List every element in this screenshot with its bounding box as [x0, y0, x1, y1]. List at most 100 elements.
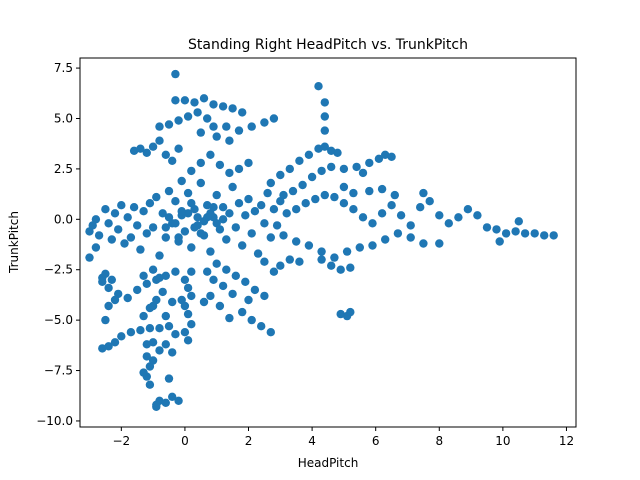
- data-point: [250, 285, 260, 295]
- data-point: [234, 126, 244, 135]
- data-point: [317, 255, 326, 264]
- data-point: [190, 223, 199, 232]
- data-point: [377, 184, 387, 194]
- data-point: [228, 104, 237, 113]
- data-point: [145, 380, 155, 389]
- data-point: [164, 374, 174, 383]
- data-point: [168, 348, 177, 357]
- data-point: [101, 315, 110, 325]
- data-point: [365, 158, 374, 168]
- data-point: [266, 178, 275, 188]
- data-point: [288, 186, 298, 196]
- data-point: [164, 120, 174, 129]
- data-point: [225, 168, 234, 178]
- data-point: [327, 146, 336, 155]
- data-point: [304, 150, 314, 159]
- data-point: [164, 322, 174, 331]
- data-point: [155, 346, 164, 355]
- data-point: [314, 144, 323, 153]
- data-point: [187, 243, 196, 252]
- data-point: [336, 309, 345, 319]
- data-point: [145, 324, 155, 333]
- data-point: [196, 178, 205, 188]
- data-point: [183, 283, 193, 293]
- data-point: [129, 203, 139, 212]
- data-point: [276, 261, 285, 270]
- data-point: [177, 207, 186, 216]
- data-point: [110, 295, 120, 305]
- data-point: [161, 223, 170, 232]
- data-point: [199, 297, 209, 307]
- data-point: [158, 209, 167, 218]
- data-point: [171, 219, 180, 228]
- data-point: [238, 241, 247, 250]
- data-point: [492, 225, 501, 234]
- data-point: [114, 225, 123, 234]
- data-point: [212, 132, 221, 141]
- data-point: [212, 219, 221, 228]
- data-point: [193, 213, 202, 222]
- data-point: [199, 94, 209, 103]
- data-point: [349, 188, 358, 198]
- data-point: [257, 201, 266, 210]
- data-point: [269, 267, 279, 276]
- data-point: [183, 309, 193, 319]
- data-point: [241, 277, 250, 286]
- data-point: [320, 190, 329, 200]
- data-point: [142, 229, 151, 238]
- data-point: [247, 229, 256, 238]
- data-point: [368, 219, 377, 228]
- data-point: [158, 287, 167, 297]
- data-point: [285, 164, 294, 174]
- data-point: [501, 229, 511, 238]
- data-point: [406, 233, 415, 242]
- data-point: [282, 209, 291, 218]
- data-point: [212, 259, 221, 268]
- data-point: [117, 332, 126, 341]
- data-point: [257, 322, 266, 331]
- data-point: [180, 328, 190, 337]
- data-point: [352, 162, 361, 172]
- y-tick-label: −5.0: [44, 313, 73, 327]
- data-point: [174, 233, 183, 242]
- data-point: [218, 203, 228, 212]
- data-point: [387, 152, 396, 161]
- data-point: [177, 176, 186, 186]
- data-point: [482, 223, 492, 232]
- data-point: [215, 301, 225, 311]
- data-point: [171, 330, 180, 339]
- data-point: [209, 122, 218, 131]
- data-point: [139, 271, 148, 280]
- plot-frame-background: [80, 58, 576, 427]
- data-point: [136, 144, 145, 153]
- data-point: [190, 98, 199, 107]
- data-point: [330, 253, 339, 262]
- data-point: [473, 211, 482, 220]
- data-point: [269, 205, 279, 214]
- data-point: [98, 344, 107, 353]
- data-point: [161, 398, 170, 407]
- x-tick-label: −2: [112, 434, 130, 448]
- data-point: [387, 201, 396, 210]
- data-point: [320, 112, 329, 121]
- data-point: [381, 150, 390, 159]
- data-point: [377, 209, 387, 218]
- data-point: [215, 160, 225, 170]
- data-point: [85, 253, 94, 262]
- y-tick-label: 7.5: [54, 61, 73, 75]
- y-tick-label: 0.0: [54, 212, 73, 226]
- data-point: [120, 239, 129, 248]
- data-point: [333, 148, 342, 157]
- data-point: [304, 241, 314, 250]
- data-point: [174, 144, 183, 153]
- data-point: [419, 188, 428, 198]
- data-point: [336, 265, 345, 274]
- data-point: [104, 301, 113, 311]
- data-point: [346, 307, 355, 317]
- y-tick-label: 2.5: [54, 162, 73, 176]
- data-point: [142, 352, 151, 361]
- data-point: [279, 190, 288, 200]
- data-point: [260, 291, 269, 301]
- data-point: [110, 338, 120, 347]
